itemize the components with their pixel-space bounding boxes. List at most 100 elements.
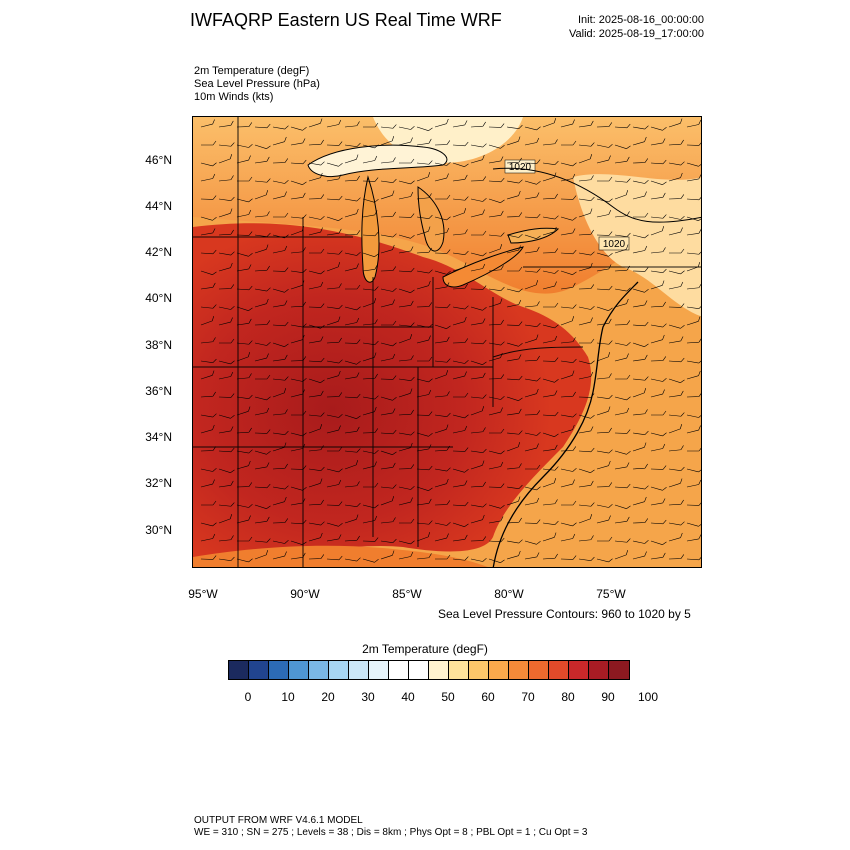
wind-barb <box>416 193 432 200</box>
wind-barb <box>290 192 306 200</box>
wind-barb <box>416 444 432 452</box>
wind-barb <box>525 464 541 470</box>
wind-barb <box>380 233 397 238</box>
wind-barb <box>542 444 558 452</box>
wind-barb <box>308 215 325 220</box>
wind-barb <box>201 500 217 506</box>
wind-barb <box>380 136 395 146</box>
wind-barb <box>507 266 523 272</box>
wind-barb <box>236 155 251 164</box>
wind-barb <box>434 270 451 275</box>
wind-barb <box>632 430 649 435</box>
wind-barb <box>470 285 487 290</box>
wind-barb <box>416 378 433 383</box>
wind-barb <box>200 228 216 236</box>
colorbar-tick-label: 10 <box>281 690 295 704</box>
wind-barb <box>506 124 523 129</box>
wind-barb <box>470 197 487 202</box>
colorbar-swatch <box>309 661 329 679</box>
wind-barb <box>272 158 289 164</box>
wind-barb <box>416 226 431 236</box>
wind-barb <box>650 334 665 344</box>
colorbar-tick-label: 20 <box>321 690 335 704</box>
wind-barb <box>470 460 485 470</box>
wind-barb <box>326 304 343 309</box>
lake-michigan <box>361 175 380 283</box>
wind-barb <box>218 393 235 398</box>
wind-barb <box>488 352 503 362</box>
wind-barb <box>470 252 487 257</box>
wind-barb <box>560 446 577 452</box>
wind-barb <box>668 554 685 560</box>
wind-barb <box>380 287 397 292</box>
wind-barb <box>272 342 289 347</box>
wind-barb <box>596 406 611 416</box>
wind-barb <box>542 378 559 383</box>
lat-label-40: 40°N <box>145 291 172 305</box>
map-panel: 1020 1020 <box>192 116 702 568</box>
wind-barb <box>452 283 468 290</box>
wind-barb <box>218 154 233 164</box>
wind-barb <box>488 319 504 326</box>
wind-barb <box>596 394 613 399</box>
wind-barb <box>614 396 631 401</box>
wind-barb <box>344 306 361 311</box>
wind-barb <box>290 126 307 131</box>
wind-barb <box>254 550 269 560</box>
wind-barb <box>236 143 253 148</box>
wind-barb <box>237 536 253 542</box>
wind-barb <box>326 392 343 398</box>
wind-barb <box>398 125 415 130</box>
wind-barb <box>308 412 325 417</box>
wind-barb <box>218 371 234 380</box>
wind-barb <box>506 496 521 506</box>
wind-barb <box>434 370 449 380</box>
svg-text:1020: 1020 <box>509 162 532 173</box>
colorbar-swatch <box>489 661 509 679</box>
northeast-cool <box>573 174 701 317</box>
wind-barb <box>452 174 468 182</box>
wind-barb <box>560 391 576 398</box>
wind-barb <box>308 270 325 275</box>
wind-barb <box>452 250 469 255</box>
wind-barb <box>470 514 485 524</box>
wind-barb <box>344 372 360 380</box>
wind-barb <box>542 499 558 506</box>
wind-barb <box>632 288 649 293</box>
wind-barb <box>380 538 397 543</box>
wind-barb <box>561 500 577 506</box>
wind-barb <box>506 354 522 362</box>
wind-barb <box>398 180 415 185</box>
wind-barb <box>632 158 649 164</box>
wind-barb <box>542 248 559 254</box>
wind-barb <box>272 267 289 272</box>
wind-barb <box>435 194 451 200</box>
footer-line-2: WE = 310 ; SN = 275 ; Levels = 38 ; Dis … <box>194 827 588 838</box>
wind-barb <box>344 208 359 218</box>
wind-barb <box>488 177 505 183</box>
wind-barb <box>453 392 469 398</box>
wind-barb <box>308 466 325 471</box>
wind-barb <box>398 431 415 436</box>
wind-barb <box>560 370 575 380</box>
wind-barb <box>380 211 396 218</box>
wind-barb <box>236 318 252 326</box>
wind-barb <box>614 298 629 308</box>
wind-barb <box>524 443 539 452</box>
wind-barb <box>488 298 503 308</box>
wind-barb <box>218 360 235 365</box>
wind-barb <box>236 252 253 257</box>
wind-barb <box>434 533 449 542</box>
wind-barb <box>416 138 432 146</box>
wind-barb <box>470 339 487 345</box>
wind-barb <box>452 338 469 344</box>
wind-barb <box>524 410 541 416</box>
wind-barb <box>254 462 270 470</box>
wind-barb <box>651 410 667 416</box>
wind-barb <box>308 172 323 182</box>
wind-barb <box>560 424 575 434</box>
wind-barb <box>542 553 558 560</box>
wind-barb <box>308 281 324 290</box>
wind-barb <box>488 198 505 203</box>
wind-barb <box>435 554 451 560</box>
